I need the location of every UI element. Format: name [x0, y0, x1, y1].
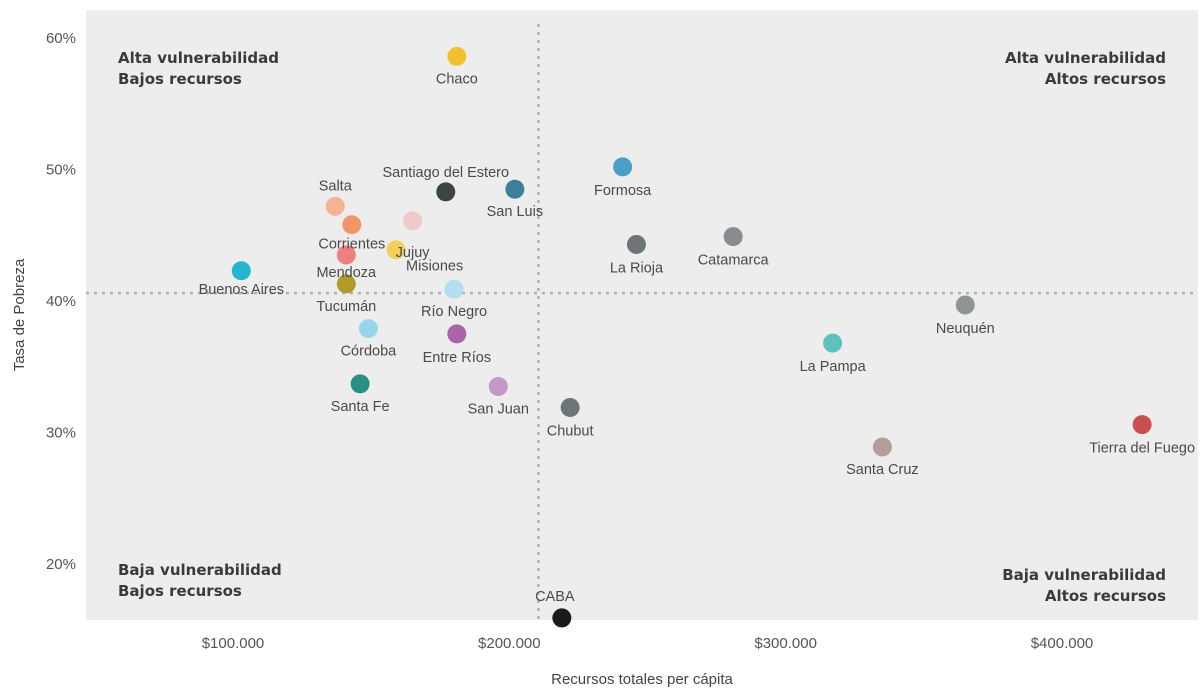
quadrant-label-top-right: Alta vulnerabilidad	[1005, 49, 1166, 67]
label-buenos-aires: Buenos Aires	[199, 282, 284, 298]
label-santa-fe: Santa Fe	[331, 399, 390, 415]
point-labels: Chaco Santiago del Estero San Luis Formosa S…	[199, 71, 1196, 605]
label-la-pampa: La Pampa	[800, 359, 867, 375]
x-axis-ticks: $100.000 $200.000 $300.000 $400.000	[202, 635, 1094, 652]
label-chaco: Chaco	[436, 71, 478, 87]
point-entre-rios	[447, 324, 467, 344]
y-tick-label: 50%	[46, 162, 76, 179]
point-santa-cruz	[872, 437, 892, 457]
point-chaco	[447, 46, 467, 66]
x-tick-label: $300.000	[754, 635, 817, 652]
label-catamarca: Catamarca	[698, 253, 770, 269]
label-entre-rios: Entre Ríos	[423, 350, 492, 366]
label-rio-negro: Río Negro	[421, 304, 487, 320]
quadrant-labels: Alta vulnerabilidad Bajos recursos Alta vu…	[118, 49, 1166, 605]
point-san-juan	[488, 376, 508, 396]
point-la-pampa	[823, 333, 843, 353]
point-buenos-aires	[231, 261, 251, 281]
point-rio-negro	[444, 279, 464, 299]
y-axis-ticks: 20% 30% 40% 50% 60%	[46, 30, 76, 573]
x-axis-title: Recursos totales per cápita	[551, 671, 733, 688]
quadrant-label-bottom-left: Baja vulnerabilidad	[118, 561, 282, 579]
label-mendoza: Mendoza	[316, 265, 377, 281]
point-cordoba	[358, 319, 378, 339]
label-tucuman: Tucumán	[316, 299, 376, 315]
label-jujuy: Jujuy	[396, 245, 431, 261]
y-tick-label: 40%	[46, 293, 76, 310]
point-tucuman	[336, 274, 356, 294]
point-misiones	[386, 240, 406, 260]
point-neuquen	[955, 295, 975, 315]
point-corrientes	[342, 215, 362, 235]
y-tick-label: 20%	[46, 556, 76, 573]
label-formosa: Formosa	[594, 183, 652, 199]
label-salta: Salta	[319, 178, 353, 194]
label-misiones: Misiones	[406, 259, 463, 275]
label-santa-cruz: Santa Cruz	[846, 462, 919, 478]
point-tierra-del-fuego	[1132, 415, 1152, 435]
data-points	[231, 46, 1152, 628]
label-san-luis: San Luis	[487, 204, 543, 220]
label-la-rioja: La Rioja	[610, 260, 664, 276]
point-salta	[325, 196, 345, 216]
point-formosa	[613, 157, 633, 177]
point-catamarca	[723, 227, 743, 247]
quadrant-label-bottom-left: Bajos recursos	[118, 582, 242, 600]
y-axis-title: Tasa de Pobreza	[11, 258, 28, 371]
reference-lines	[86, 24, 1198, 620]
quadrant-label-bottom-right: Baja vulnerabilidad	[1002, 566, 1166, 584]
point-santa-fe	[350, 374, 370, 394]
plot-background	[86, 10, 1198, 620]
y-tick-label: 30%	[46, 425, 76, 442]
x-tick-label: $200.000	[478, 635, 541, 652]
point-san-luis	[505, 179, 525, 199]
label-chubut: Chubut	[547, 424, 594, 440]
label-san-juan: San Juan	[468, 401, 529, 417]
label-santiago-del-estero: Santiago del Estero	[382, 165, 509, 181]
quadrant-label-bottom-right: Altos recursos	[1045, 587, 1166, 605]
point-jujuy	[403, 211, 423, 231]
point-caba	[552, 608, 572, 628]
x-tick-label: $400.000	[1031, 635, 1094, 652]
point-santiago-del-estero	[436, 182, 456, 202]
label-corrientes: Corrientes	[318, 237, 385, 253]
label-cordoba: Córdoba	[341, 344, 398, 360]
label-caba: CABA	[535, 589, 575, 605]
point-la-rioja	[626, 234, 646, 254]
label-tierra-del-fuego: Tierra del Fuego	[1089, 441, 1195, 457]
label-neuquen: Neuquén	[936, 321, 995, 337]
x-tick-label: $100.000	[202, 635, 265, 652]
quadrant-label-top-left: Bajos recursos	[118, 70, 242, 88]
quadrant-label-top-left: Alta vulnerabilidad	[118, 49, 279, 67]
y-tick-label: 60%	[46, 30, 76, 47]
point-mendoza	[336, 245, 356, 265]
point-chubut	[560, 398, 580, 418]
quadrant-label-top-right: Altos recursos	[1045, 70, 1166, 88]
